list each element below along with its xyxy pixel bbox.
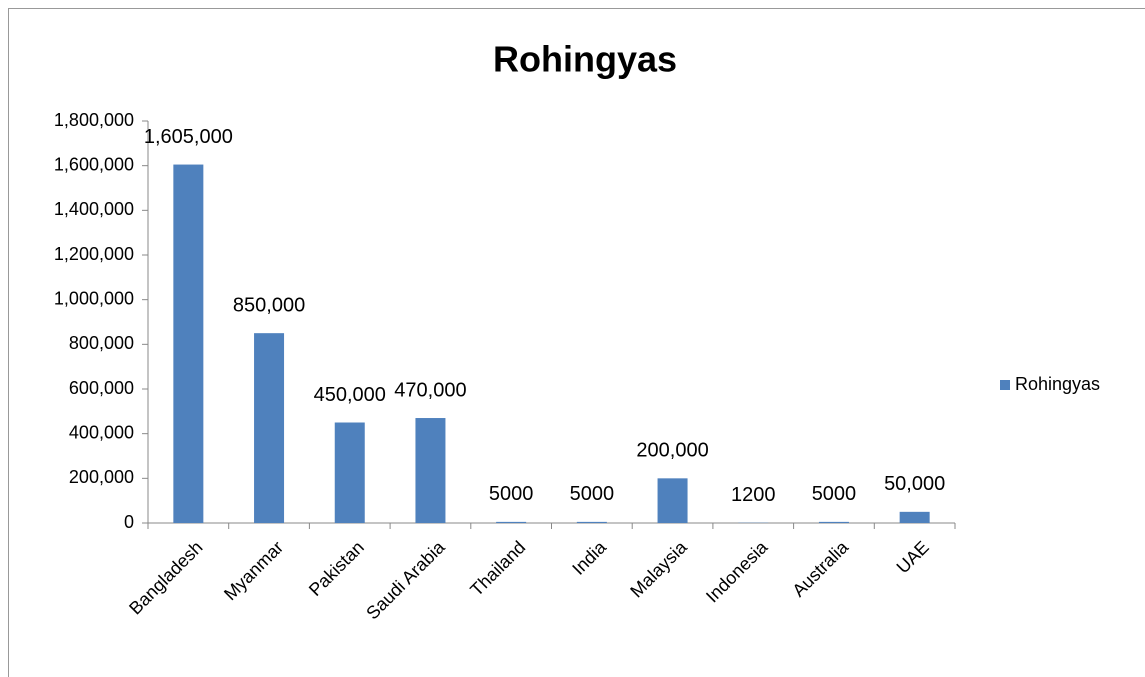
y-tick-label: 1,800,000 [54,110,134,130]
legend-label: Rohingyas [1015,374,1100,394]
x-tick-label: India [568,536,610,578]
bar [818,521,849,523]
y-tick-label: 1,200,000 [54,244,134,264]
y-tick-label: 200,000 [69,467,134,487]
y-tick-label: 1,400,000 [54,199,134,219]
bar [899,511,930,523]
data-label: 5000 [570,483,615,505]
x-tick-label: Saudi Arabia [362,536,449,623]
x-tick-label: Thailand [466,537,529,600]
data-label: 5000 [489,483,534,505]
legend-swatch [1000,380,1010,390]
x-tick-label: Bangladesh [125,537,206,618]
x-tick-label: Indonesia [702,536,772,606]
y-tick-label: 1,600,000 [54,154,134,174]
data-label: 50,000 [884,473,945,495]
y-tick-label: 0 [124,512,134,532]
data-label: 1200 [731,484,776,506]
bar [576,521,607,523]
bar [415,418,446,523]
data-label: 450,000 [314,384,386,406]
y-tick-label: 1,000,000 [54,288,134,308]
x-tick-label: Pakistan [305,537,368,600]
y-tick-label: 800,000 [69,333,134,353]
chart-frame [8,8,1145,677]
chart-title: Rohingyas [493,39,677,80]
bar [657,478,688,523]
data-label: 1,605,000 [144,126,233,148]
data-label: 850,000 [233,294,305,316]
y-tick-label: 400,000 [69,422,134,442]
bar [254,333,285,523]
bar [496,521,527,523]
bar [334,422,365,523]
x-tick-label: UAE [893,537,933,577]
data-label: 5000 [812,483,857,505]
data-label: 200,000 [636,440,708,462]
data-label: 470,000 [394,379,466,401]
y-tick-label: 600,000 [69,378,134,398]
x-tick-label: Malaysia [626,536,691,601]
x-tick-label: Australia [788,536,852,600]
x-tick-label: Myanmar [220,537,287,604]
bar [173,164,204,524]
